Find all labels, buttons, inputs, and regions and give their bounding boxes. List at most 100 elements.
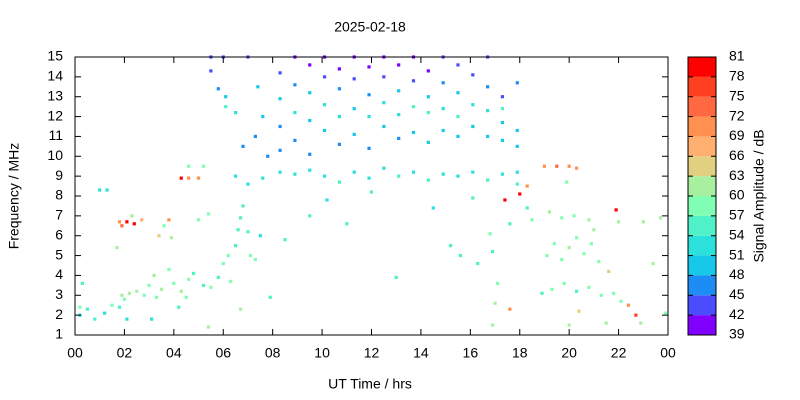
data-point: [367, 65, 371, 69]
data-point: [567, 164, 571, 168]
data-point: [471, 73, 475, 77]
data-point: [651, 261, 655, 266]
data-point: [607, 269, 611, 274]
data-point: [278, 97, 282, 101]
data-point: [337, 142, 341, 146]
data-point: [540, 291, 544, 295]
data-point: [229, 279, 233, 283]
data-point: [352, 170, 356, 174]
data-point: [411, 170, 416, 174]
data-point: [382, 124, 386, 129]
data-point: [547, 210, 551, 214]
colorbar-bin: [688, 235, 716, 256]
data-point: [105, 188, 109, 192]
data-point: [187, 176, 191, 180]
data-point: [162, 224, 166, 228]
data-point: [663, 311, 668, 315]
x-tick-label: 04: [166, 345, 182, 361]
data-point: [367, 146, 371, 150]
y-tick-label: 6: [55, 226, 63, 242]
data-point: [500, 172, 505, 176]
colorbar-bin: [688, 315, 716, 335]
colorbar-tick-label: 81: [729, 48, 745, 64]
data-point: [352, 77, 356, 81]
colorbar-bin: [688, 156, 716, 177]
data-point: [525, 184, 529, 188]
y-tick-label: 8: [55, 187, 63, 203]
data-point: [515, 182, 519, 186]
colorbar-bin: [688, 196, 716, 216]
data-point: [515, 128, 519, 133]
data-point: [177, 305, 181, 309]
data-point: [486, 134, 490, 139]
x-tick-label: 20: [561, 345, 577, 361]
y-tick-label: 2: [55, 306, 63, 322]
data-point: [599, 293, 603, 297]
data-point: [476, 261, 480, 266]
data-point: [278, 148, 282, 152]
data-point: [149, 317, 154, 321]
data-point: [192, 271, 196, 276]
data-point: [394, 275, 398, 280]
data-point: [103, 311, 107, 315]
data-point: [132, 222, 136, 226]
data-point: [626, 303, 631, 307]
data-point: [369, 190, 374, 194]
data-point: [135, 289, 139, 293]
y-tick-label: 14: [47, 68, 63, 84]
data-point: [456, 63, 460, 67]
data-point: [500, 95, 505, 99]
colorbar-bin: [688, 57, 716, 77]
x-tick-label: 06: [215, 345, 231, 361]
data-point: [503, 198, 507, 202]
data-point: [486, 85, 490, 89]
data-point: [411, 130, 416, 135]
data-point: [382, 166, 386, 170]
data-point: [471, 170, 475, 174]
colorbar-tick-label: 42: [729, 306, 745, 322]
data-point: [572, 214, 576, 218]
data-point: [471, 124, 475, 129]
x-axis-label: UT Time / hrs: [328, 376, 412, 392]
data-point: [508, 307, 512, 311]
data-point: [397, 174, 401, 178]
data-point: [431, 206, 435, 210]
data-point: [565, 180, 569, 184]
chart-title: 2025-02-18: [334, 19, 406, 35]
colorbar-tick-label: 39: [729, 326, 745, 342]
data-point: [456, 174, 460, 178]
data-point: [515, 144, 519, 148]
data-point: [397, 136, 401, 141]
data-point: [117, 220, 122, 224]
x-tick-label: 10: [314, 345, 330, 361]
data-point: [122, 297, 127, 301]
data-point: [93, 317, 97, 321]
data-point: [337, 67, 341, 71]
y-tick-label: 11: [48, 127, 63, 143]
colorbar-tick-label: 45: [729, 286, 745, 302]
data-point: [196, 176, 201, 180]
data-point: [246, 230, 250, 234]
data-point: [411, 105, 416, 109]
data-point: [574, 289, 579, 293]
data-point: [98, 188, 102, 192]
data-point: [179, 176, 183, 180]
colorbar-tick-label: 72: [729, 107, 745, 123]
data-point: [352, 132, 356, 137]
data-point: [471, 103, 475, 107]
data-point: [567, 323, 571, 327]
data-point: [147, 283, 151, 287]
y-tick-label: 1: [55, 326, 63, 342]
data-point: [518, 192, 522, 196]
data-point: [441, 81, 445, 85]
data-point: [256, 85, 260, 89]
data-point: [508, 222, 512, 226]
data-point: [560, 216, 564, 220]
colorbar-tick-label: 48: [729, 266, 745, 282]
data-point: [169, 236, 173, 240]
data-point: [619, 299, 623, 303]
colorbar-tick-label: 66: [729, 147, 745, 163]
data-point: [293, 83, 297, 87]
data-point: [308, 91, 312, 95]
